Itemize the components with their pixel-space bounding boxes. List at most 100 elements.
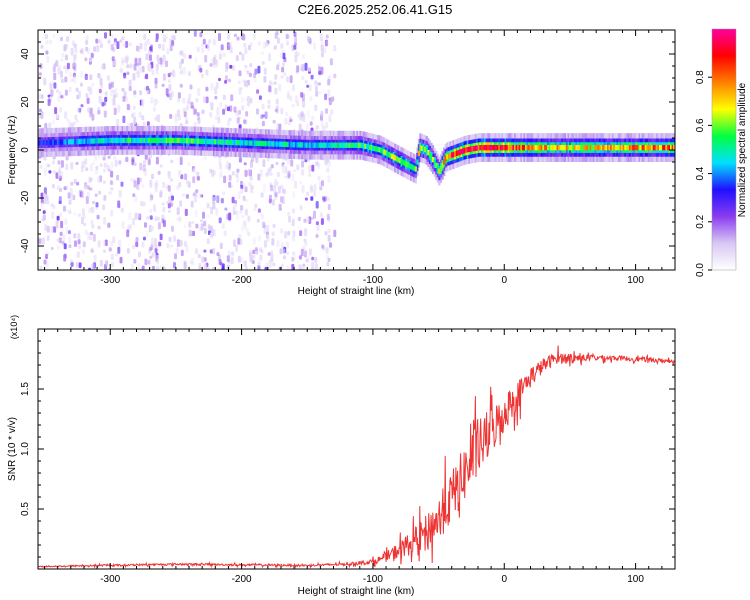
heatmap-noise-cell — [188, 93, 192, 98]
heatmap-noise-cell — [50, 246, 54, 250]
heatmap-ridge-cell — [473, 145, 476, 152]
heatmap-noise-cell — [137, 262, 141, 270]
heatmap-ridge-cell — [502, 145, 506, 151]
heatmap-ridge-cell — [479, 145, 482, 151]
heatmap-ridge-cell — [441, 162, 444, 168]
y-tick-label: 1.0 — [20, 442, 31, 456]
colorbar-ticks: 0.0 0.2 0.4 0.6 0.8 — [695, 70, 712, 277]
heatmap-ridge-cell — [312, 142, 315, 148]
heatmap-noise-cell — [126, 103, 130, 111]
heatmap-ridge-cell — [90, 138, 93, 144]
heatmap-noise-cell — [327, 257, 331, 262]
heatmap-ridge-cell — [614, 145, 617, 151]
heatmap-noise-cell — [245, 111, 249, 117]
heatmap-ridge-cell — [619, 145, 622, 151]
heatmap-noise-cell — [231, 171, 235, 176]
heatmap-noise-cell — [225, 62, 229, 70]
heatmap-noise-cell — [51, 119, 55, 126]
heatmap-noise-cell — [270, 82, 274, 86]
heatmap-noise-cell — [165, 88, 169, 96]
heatmap-ridge-cell — [228, 139, 231, 145]
heatmap-ridge-cell — [151, 137, 154, 144]
heatmap-noise-cell — [194, 209, 198, 218]
heatmap-noise-cell — [187, 97, 191, 104]
heatmap-noise-cell — [233, 33, 237, 37]
heatmap-noise-cell — [263, 228, 267, 235]
heatmap-noise-cell — [281, 196, 285, 204]
heatmap-noise-cell — [82, 241, 86, 248]
heatmap-noise-cell — [243, 43, 247, 48]
heatmap-noise-cell — [85, 93, 89, 98]
heatmap-ridge-cell — [175, 137, 178, 144]
heatmap-noise-cell — [287, 157, 291, 165]
heatmap-noise-cell — [276, 37, 280, 44]
heatmap-noise-cell — [78, 90, 81, 99]
heatmap-noise-cell — [235, 55, 239, 62]
heatmap-noise-cell — [235, 173, 239, 178]
heatmap-noise-cell — [274, 32, 278, 39]
heatmap-noise-cell — [249, 42, 253, 47]
heatmap-noise-cell — [296, 65, 300, 73]
heatmap-noise-cell — [110, 187, 114, 191]
heatmap-noise-cell — [257, 173, 261, 181]
heatmap-ridge-cell — [514, 145, 517, 151]
heatmap-noise-cell — [170, 159, 174, 163]
heatmap-ridge-cell — [149, 137, 153, 144]
heatmap-noise-cell — [252, 254, 256, 259]
heatmap-noise-cell — [121, 60, 125, 64]
heatmap-noise-cell — [275, 161, 279, 165]
heatmap-noise-cell — [173, 235, 177, 242]
heatmap-noise-cell — [85, 46, 89, 52]
heatmap-noise-cell — [183, 241, 187, 247]
heatmap-ridge-cell — [607, 145, 610, 151]
heatmap-noise-cell — [261, 61, 265, 65]
heatmap-ridge-cell — [272, 141, 275, 147]
heatmap-noise-cell — [53, 63, 57, 67]
heatmap-noise-cell — [185, 194, 189, 199]
heatmap-ridge-cell — [168, 137, 171, 144]
heatmap-noise-cell — [297, 114, 301, 118]
heatmap-noise-cell — [69, 71, 72, 77]
heatmap-noise-cell — [277, 61, 281, 67]
heatmap-noise-cell — [72, 40, 75, 46]
heatmap-ridge-cell — [424, 146, 427, 153]
heatmap-noise-cell — [223, 175, 227, 184]
heatmap-noise-cell — [139, 43, 143, 50]
heatmap-noise-cell — [318, 181, 322, 186]
heatmap-ridge-cell — [575, 145, 578, 151]
heatmap-noise-cell — [228, 174, 232, 181]
heatmap-noise-cell — [50, 203, 54, 207]
heatmap-noise-cell — [99, 259, 103, 267]
heatmap-noise-cell — [219, 265, 223, 269]
heatmap-ridge-cell — [61, 139, 64, 145]
heatmap-noise-cell — [78, 108, 82, 113]
heatmap-ridge-cell — [241, 140, 244, 146]
heatmap-noise-cell — [190, 101, 194, 109]
heatmap-noise-cell — [156, 54, 160, 61]
heatmap-noise-cell — [215, 82, 219, 89]
heatmap-noise-cell — [298, 255, 302, 260]
heatmap-noise-cell — [75, 87, 79, 92]
heatmap-noise-cell — [320, 44, 324, 52]
heatmap-noise-cell — [60, 78, 64, 83]
heatmap-noise-cell — [244, 210, 248, 215]
heatmap-noise-cell — [333, 45, 337, 52]
heatmap-noise-cell — [179, 157, 183, 165]
heatmap-noise-cell — [83, 160, 87, 168]
heatmap-noise-cell — [280, 107, 284, 114]
heatmap-noise-cell — [167, 203, 171, 209]
heatmap-ridge-cell — [201, 138, 205, 144]
heatmap-noise-cell — [128, 85, 132, 91]
heatmap-noise-cell — [168, 236, 172, 243]
heatmap-ridge-cell — [85, 138, 88, 144]
heatmap-noise-cell — [94, 153, 98, 162]
heatmap-noise-cell — [103, 195, 107, 201]
heatmap-noise-cell — [99, 77, 103, 86]
heatmap-noise-cell — [238, 110, 241, 115]
colorbar-label: Normalized spectral amplitude — [737, 82, 748, 217]
heatmap-noise-cell — [78, 245, 81, 250]
heatmap-noise-cell — [328, 118, 332, 122]
heatmap-ridge-cell — [561, 145, 564, 151]
heatmap-noise-cell — [42, 214, 46, 221]
